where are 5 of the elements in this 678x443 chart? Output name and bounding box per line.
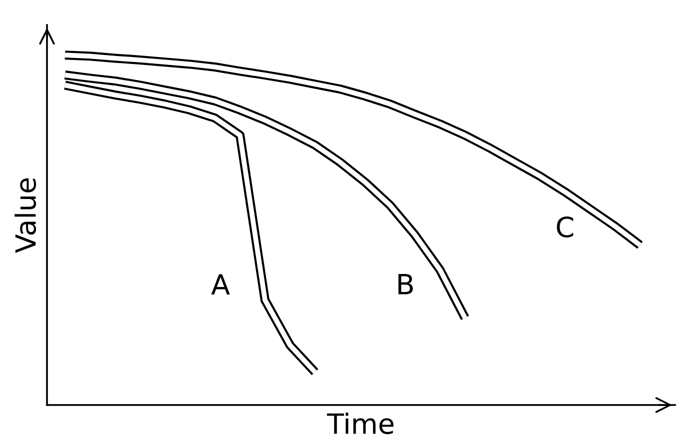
series-label: A xyxy=(211,274,230,294)
x-axis-title: Time xyxy=(326,412,394,434)
series-label: B xyxy=(398,274,413,294)
series-label: C xyxy=(556,216,574,238)
y-axis-title: Value xyxy=(14,178,36,253)
